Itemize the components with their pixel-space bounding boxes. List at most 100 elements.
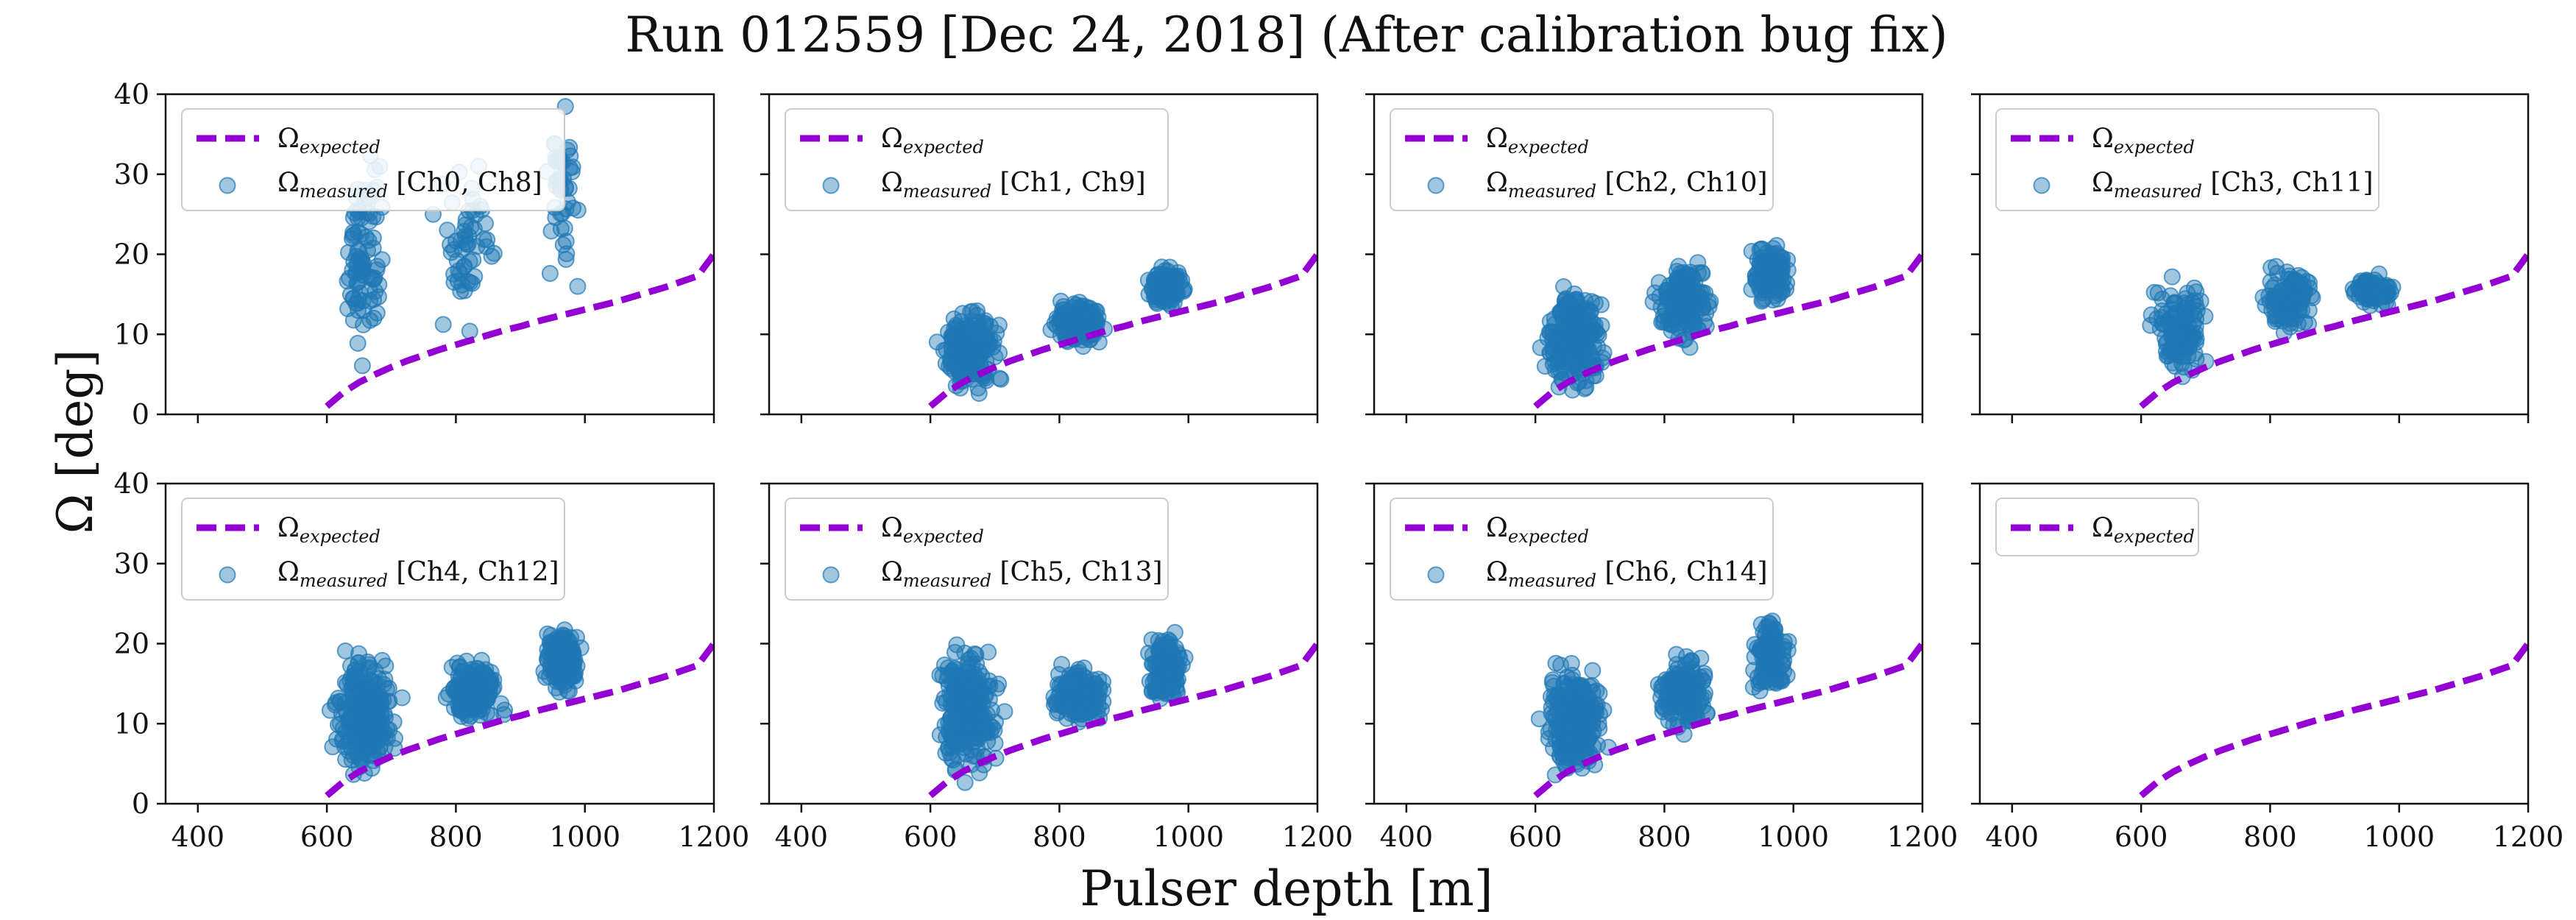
plot-area	[928, 623, 1317, 799]
y-tick-label: 40	[114, 78, 149, 110]
measured-point	[365, 291, 383, 308]
measured-point	[1569, 692, 1587, 709]
x-tick-label: 600	[904, 821, 958, 853]
measured-point	[1578, 740, 1596, 757]
measured-point	[1769, 263, 1786, 281]
legend-label: Ωexpected	[1486, 124, 1589, 158]
measured-point	[336, 673, 354, 691]
y-tick-label: 20	[114, 628, 149, 660]
legend-subscript: measured	[300, 570, 388, 591]
measured-point	[492, 695, 510, 712]
measured-point	[1668, 645, 1685, 663]
legend-omega: Ω	[881, 513, 903, 543]
measured-point	[458, 672, 475, 690]
measured-point	[439, 222, 456, 239]
measured-point	[353, 210, 370, 227]
x-tick-label: 600	[300, 821, 354, 853]
measured-point	[339, 300, 357, 317]
legend-measured-swatch	[219, 566, 236, 584]
measured-point	[1158, 282, 1175, 300]
measured-point	[980, 643, 997, 661]
legend-subscript: measured	[2114, 181, 2202, 202]
measured-point	[1559, 743, 1577, 760]
measured-point	[1575, 710, 1593, 727]
measured-point	[975, 330, 993, 347]
measured-point	[1577, 378, 1595, 396]
measured-point	[483, 247, 500, 265]
measured-point	[948, 696, 966, 714]
legend-label: Ωexpected	[881, 124, 984, 158]
legend-channels: [Ch5, Ch13]	[991, 557, 1163, 587]
measured-point	[1066, 317, 1083, 335]
measured-point	[1775, 652, 1793, 669]
legend-measured-swatch	[1427, 177, 1445, 194]
measured-point	[1660, 288, 1677, 305]
legend-channels: [Ch2, Ch10]	[1596, 168, 1768, 198]
measured-point	[1660, 309, 1677, 327]
measured-point	[461, 322, 478, 340]
legend-label: Ωmeasured [Ch3, Ch11]	[2092, 168, 2374, 202]
legend-subscript: measured	[1508, 570, 1596, 591]
legend-label: Ωmeasured [Ch0, Ch8]	[277, 168, 542, 202]
measured-point	[970, 350, 988, 367]
legend-label: Ωmeasured [Ch1, Ch9]	[881, 168, 1146, 202]
legend-box	[1995, 108, 2379, 211]
measured-point	[2162, 328, 2180, 345]
measured-point	[958, 337, 975, 355]
legend: Ωexpected	[1995, 498, 2199, 556]
measured-point	[956, 774, 974, 791]
expected-line	[928, 252, 1317, 409]
measured-point	[991, 344, 1008, 361]
legend-channels: [Ch6, Ch14]	[1596, 557, 1768, 587]
measured-point	[1145, 273, 1163, 291]
y-tick-label: 0	[132, 398, 149, 431]
x-tick-label: 1000	[549, 821, 620, 853]
legend-label: Ωexpected	[277, 124, 381, 158]
measured-points-series	[928, 258, 1193, 402]
measured-points-series	[321, 621, 590, 783]
measured-point	[564, 158, 581, 176]
legend-omega: Ω	[2092, 513, 2114, 543]
measured-points-series	[931, 623, 1194, 791]
measured-point	[336, 642, 354, 659]
x-tick-label: 800	[2243, 821, 2297, 853]
measured-point	[1053, 675, 1071, 693]
legend-measured-swatch	[2033, 177, 2050, 194]
measured-point	[1157, 664, 1175, 682]
measured-point	[1055, 698, 1072, 715]
measured-point	[953, 715, 971, 733]
measured-point	[2170, 328, 2187, 345]
measured-point	[459, 706, 476, 723]
measured-point	[485, 244, 503, 262]
measured-point	[2168, 305, 2186, 322]
measured-point	[1151, 638, 1169, 656]
legend-box	[1390, 108, 1774, 211]
measured-point	[1546, 310, 1563, 328]
measured-point	[2284, 274, 2301, 291]
measured-point	[976, 317, 994, 335]
legend-box	[785, 108, 1169, 211]
measured-point	[986, 735, 1004, 752]
legend-channels: [Ch4, Ch12]	[388, 557, 559, 587]
measured-point	[357, 228, 375, 246]
x-tick-label: 400	[1986, 821, 2039, 853]
measured-point	[950, 362, 968, 380]
legend-measured-swatch	[822, 177, 840, 194]
measured-point	[542, 222, 560, 240]
x-tick-label: 1200	[1282, 821, 1354, 853]
measured-point	[1560, 348, 1577, 366]
measured-point	[2370, 265, 2388, 283]
expected-line	[2139, 252, 2528, 409]
measured-point	[2262, 273, 2279, 291]
measured-point	[957, 353, 974, 371]
measured-point	[969, 670, 987, 688]
measured-point	[1759, 636, 1777, 654]
x-tick-label: 800	[1033, 821, 1086, 853]
